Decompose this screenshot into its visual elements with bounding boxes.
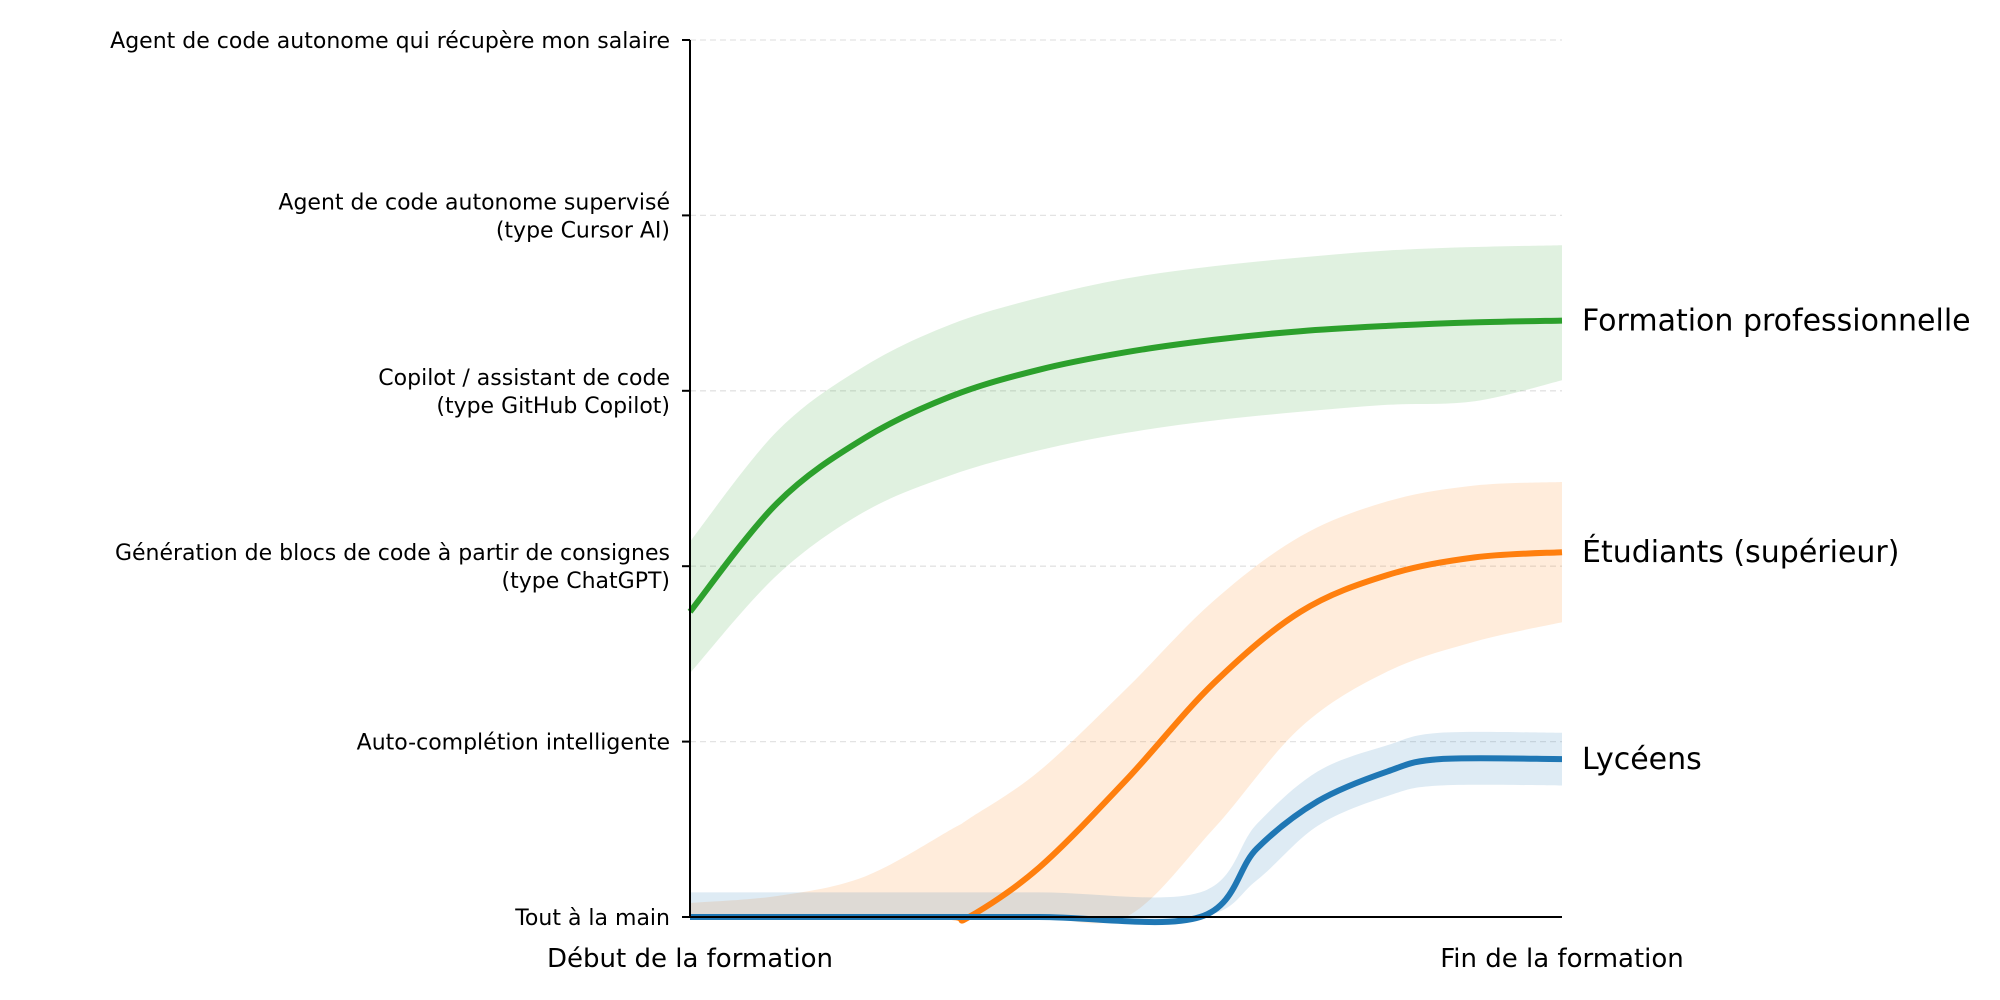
x-tick-label-0: Début de la formation (547, 944, 833, 974)
y-tick-label-1-0: Auto-complétion intelligente (357, 731, 670, 756)
grid-lines (690, 39, 1562, 743)
confidence-bands (690, 245, 1562, 924)
y-tick-label-2-1: (type ChatGPT) (502, 569, 670, 594)
series-line-0 (687, 317, 1563, 614)
series-label-2: Lycéens (1582, 742, 1702, 777)
x-axis-ticks: Début de la formation Fin de la formation (547, 944, 1684, 974)
y-tick-label-4-0: Agent de code autonome supervisé (278, 190, 670, 215)
band-0 (690, 245, 1562, 674)
series-label-1: Étudiants (supérieur) (1582, 534, 1899, 570)
band-1 (690, 482, 1562, 924)
y-tick-label-2-0: Génération de blocs de code à partir de … (115, 541, 670, 566)
x-tick-label-1: Fin de la formation (1440, 944, 1684, 974)
band-2 (690, 731, 1562, 920)
series-label-0: Formation professionnelle (1582, 304, 1971, 339)
y-tick-label-5-0: Agent de code autonome qui récupère mon … (110, 29, 670, 54)
series-labels: Formation professionnelle Étudiants (supé… (1582, 304, 1971, 778)
y-tick-label-3-0: Copilot / assistant de code (378, 366, 670, 391)
y-tick-label-3-1: (type GitHub Copilot) (436, 394, 670, 419)
y-tick-label-4-1: (type Cursor AI) (496, 218, 670, 243)
axes (689, 40, 1562, 918)
y-tick-label-0-0: Tout à la main (514, 906, 670, 931)
y-axis-ticks: Tout à la main Auto-complétion intelligen… (110, 29, 690, 931)
